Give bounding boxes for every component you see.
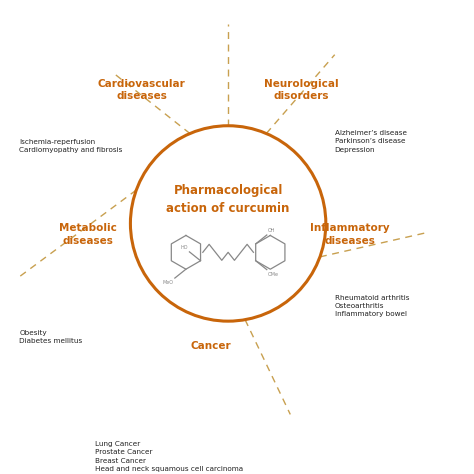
Text: Pharmacological
action of curcumin: Pharmacological action of curcumin xyxy=(166,183,290,215)
Text: HO: HO xyxy=(181,245,188,250)
Text: Inflammatory
diseases: Inflammatory diseases xyxy=(310,223,390,246)
Text: Ischemia-reperfusion
Cardiomyopathy and fibrosis: Ischemia-reperfusion Cardiomyopathy and … xyxy=(19,139,123,153)
Text: Lung Cancer
Prostate Cancer
Breast Cancer
Head and neck squamous cell carcinoma: Lung Cancer Prostate Cancer Breast Cance… xyxy=(95,441,243,472)
Text: Rheumatoid arthritis
Osteoarthritis
Inflammatory bowel: Rheumatoid arthritis Osteoarthritis Infl… xyxy=(335,294,409,317)
Text: Alzheimer’s disease
Parkinson’s disease
Depression: Alzheimer’s disease Parkinson’s disease … xyxy=(335,130,407,153)
Text: Cancer: Cancer xyxy=(190,341,231,351)
Text: Metabolic
diseases: Metabolic diseases xyxy=(59,223,117,246)
Text: Obesity
Diabetes mellitus: Obesity Diabetes mellitus xyxy=(19,330,82,344)
Text: Neurological
disorders: Neurological disorders xyxy=(264,79,339,101)
Text: MeO: MeO xyxy=(163,280,173,285)
Text: OMe: OMe xyxy=(268,272,279,277)
Text: Cardiovascular
diseases: Cardiovascular diseases xyxy=(98,79,185,101)
Text: OH: OH xyxy=(268,228,275,233)
